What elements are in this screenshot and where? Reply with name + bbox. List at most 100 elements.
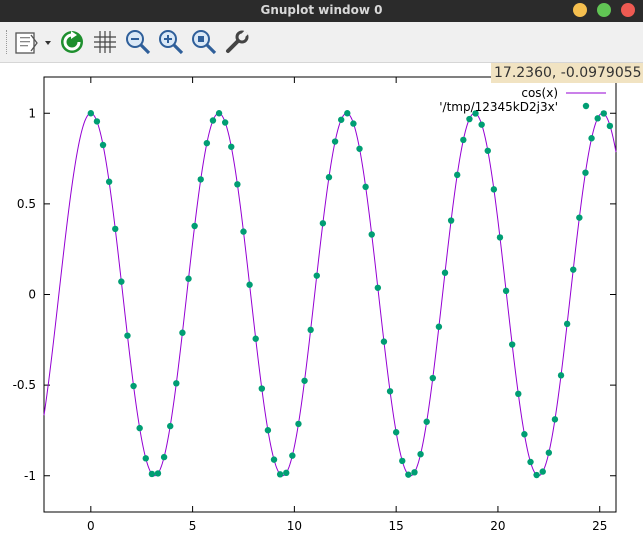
y-axis-ticks: 1 0.5 0 -0.5 -1 (13, 106, 616, 483)
data-point (478, 121, 485, 128)
plot-border (43, 76, 617, 513)
data-point (301, 377, 308, 384)
data-point (582, 169, 589, 176)
toolbar (0, 22, 643, 63)
x-tick-label: 15 (389, 519, 404, 533)
data-point (209, 117, 217, 124)
data-point (112, 225, 119, 233)
data-point (124, 332, 131, 339)
x-tick-label: 10 (287, 519, 302, 533)
data-point (496, 234, 504, 241)
data-point (429, 374, 436, 382)
settings-button[interactable] (223, 28, 251, 56)
data-point (423, 418, 430, 425)
data-point (221, 119, 229, 126)
data-point (515, 390, 522, 398)
data-point (185, 275, 192, 282)
zoom-reset-button[interactable] (190, 28, 218, 56)
data-point (502, 287, 510, 295)
refresh-icon (61, 31, 83, 53)
data-point (454, 171, 461, 179)
legend-label-datafile: '/tmp/12345kD2j3x' (439, 100, 558, 114)
data-point (386, 388, 394, 395)
cursor-coordinates: 17.2360, -0.0979055 (491, 63, 643, 83)
data-point (154, 470, 162, 477)
data-point (228, 143, 235, 150)
grid-button[interactable] (91, 28, 119, 56)
title-bar: Gnuplot window 0 (0, 0, 643, 22)
x-tick-label: 20 (490, 519, 505, 533)
data-point (545, 449, 553, 456)
maximize-button[interactable] (597, 3, 611, 17)
cos-line (43, 112, 617, 477)
zoom-reset-icon (192, 30, 217, 55)
data-point (563, 320, 571, 328)
data-point (197, 176, 204, 183)
data-point (130, 382, 137, 390)
data-point (484, 147, 491, 154)
data-point (466, 115, 473, 123)
legend: cos(x) '/tmp/12345kD2j3x' (439, 86, 606, 114)
data-point (313, 272, 320, 279)
data-point (417, 450, 424, 458)
data-point (148, 470, 156, 478)
data-point (246, 281, 253, 288)
data-point (289, 452, 296, 459)
replot-button[interactable] (58, 28, 86, 56)
minimize-button[interactable] (573, 3, 587, 17)
data-point (405, 471, 412, 478)
copy-menu-button[interactable] (13, 28, 53, 56)
data-point (234, 181, 241, 188)
data-point (142, 455, 149, 462)
data-point (283, 469, 290, 477)
data-point (570, 266, 577, 273)
zoom-out-button[interactable] (124, 28, 152, 56)
data-point (270, 456, 278, 463)
data-point (374, 284, 382, 291)
clipboard-icon (15, 32, 51, 54)
data-point (527, 458, 534, 466)
data-point (319, 220, 327, 227)
data-point (191, 222, 198, 230)
y-tick-label: -1 (24, 469, 36, 483)
data-point (203, 139, 211, 147)
data-point (472, 110, 479, 117)
data-point (118, 278, 125, 285)
data-point (258, 385, 266, 392)
data-point (356, 145, 363, 152)
data-point (276, 471, 284, 478)
data-point (136, 424, 143, 432)
data-point (368, 231, 375, 238)
legend-sample-point (582, 102, 590, 110)
data-point (380, 338, 388, 345)
data-point (557, 372, 565, 379)
legend-label-cos: cos(x) (521, 86, 558, 100)
data-point (490, 186, 498, 193)
plot-canvas[interactable]: 0 5 10 15 20 25 1 0.5 0 -0.5 -1 cos(x) '/tmp/1234… (0, 62, 643, 545)
data-point (441, 269, 449, 276)
data-point (411, 469, 418, 476)
zoom-out-icon (126, 30, 151, 55)
data-point (551, 416, 559, 423)
data-point (331, 138, 339, 145)
y-tick-label: 0.5 (17, 197, 36, 211)
data-point (521, 431, 528, 438)
window-title: Gnuplot window 0 (260, 3, 383, 17)
data-point (600, 110, 607, 117)
data-point (576, 214, 583, 221)
data-point (93, 118, 101, 125)
data-point (460, 136, 467, 144)
data-points-series (87, 110, 614, 479)
data-point (588, 135, 595, 142)
zoom-in-button[interactable] (157, 28, 185, 56)
close-button[interactable] (621, 3, 635, 17)
axes-frame (43, 76, 617, 513)
x-tick-label: 0 (87, 519, 95, 533)
y-tick-label: 0 (28, 288, 36, 302)
data-point (240, 228, 247, 235)
data-point (350, 120, 357, 127)
zoom-in-icon (159, 30, 184, 55)
data-point (399, 457, 406, 465)
data-point (105, 178, 113, 185)
cos-series (43, 112, 617, 477)
